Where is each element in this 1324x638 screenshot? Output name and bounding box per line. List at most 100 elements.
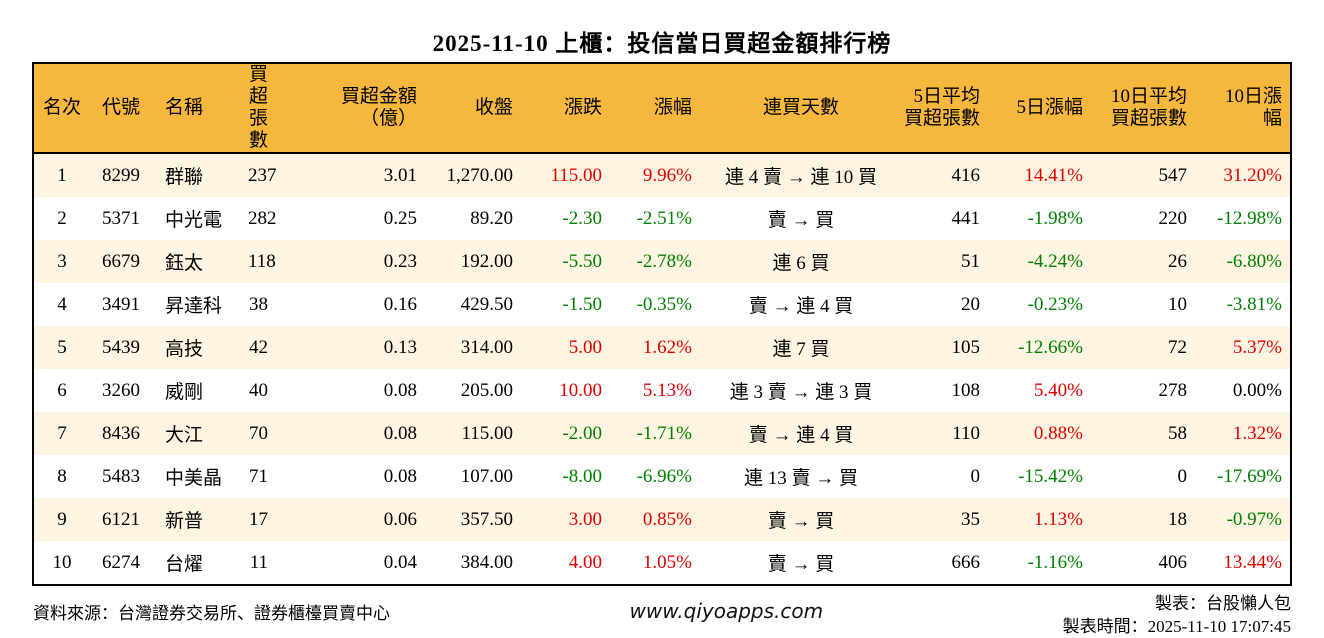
table-cell: 40 [249,379,268,401]
table-cell: -2.30 [562,207,602,229]
table-cell: 5.00 [568,336,602,358]
generated-timestamp: 製表時間：2025-11-10 17:07:45 [1062,617,1291,636]
table-cell: 3.00 [568,508,602,530]
table-cell: 3.01 [383,164,417,186]
table-cell: 1.13% [1033,508,1083,530]
table-row: 7 8436 大江 70 0.08 115.00 -2.00 -1.71% 賣 → 連 4 買 1… [33,412,1291,455]
table-cell: 18 [1168,508,1187,530]
table-cell: 1.62% [642,336,692,358]
table-cell: 賣 → 連 4 買 [748,296,854,317]
table-row: 5 5439 高技 42 0.13 314.00 5.00 1.62% 連 7 買 105 -12.… [33,326,1291,369]
table-cell: 5.40% [1033,379,1083,401]
table-cell: 3491 [102,293,140,315]
table-cell: 10 [1168,293,1187,315]
table-body: 1 8299 群聯 237 3.01 1,270.00 115.00 9.96% 連 4 賣 →… [33,153,1291,585]
column-header: 10日漲幅 [1210,63,1291,154]
table-cell: 0.06 [383,508,417,530]
table-cell: 5439 [102,336,140,358]
table-cell: 5.37% [1232,336,1282,358]
column-header: 代號 [90,63,152,154]
table-cell: 110 [952,422,980,444]
table-cell: 鈺太 [165,253,204,274]
table-cell: 0.13 [383,336,417,358]
table-cell: 8436 [102,422,140,444]
table-cell: 4.00 [568,551,602,573]
table-cell: 0 [1177,465,1188,487]
column-header: 5日漲幅 [1005,63,1110,154]
table-cell: 6274 [102,551,140,573]
table-cell: 72 [1168,336,1187,358]
ranking-table: 名次 代號 名稱 買超張數 買超金額 （億） 收盤 漲跌 漲幅 連買天數 5日平均 買超張數 5日漲幅 1… [32,62,1292,586]
table-cell: 384.00 [460,551,513,573]
column-header: 買超張數 [248,63,340,154]
table-row: 3 6679 鈺太 118 0.23 192.00 -5.50 -2.78% 連 6 買 51 -4… [33,240,1291,283]
table-cell: -4.24% [1027,250,1083,272]
table-cell: -0.97% [1226,508,1282,530]
table-cell: 1.32% [1232,422,1282,444]
table-cell: 406 [1158,551,1188,573]
table-cell: 中光電 [165,210,223,231]
table-cell: 205.00 [460,379,513,401]
table-cell: 20 [961,293,980,315]
table-cell: 666 [951,551,981,573]
table-cell: -1.71% [636,422,692,444]
table-cell: -3.81% [1226,293,1282,315]
table-cell: -6.96% [636,465,692,487]
table-cell: 5371 [102,207,140,229]
credits-block: 製表：台股懶人包 製表時間：2025-11-10 17:07:45 [1063,592,1291,638]
column-header: 名次 [33,63,90,154]
table-cell: 5.13% [642,379,692,401]
table-cell: 10.00 [559,379,602,401]
table-cell: 38 [249,293,268,315]
table-row: 10 6274 台燿 11 0.04 384.00 4.00 1.05% 賣 → 買 666 -1.… [33,541,1291,585]
table-cell: 台燿 [165,554,204,575]
table-cell: 115.00 [550,164,602,186]
table-row: 9 6121 新普 17 0.06 357.50 3.00 0.85% 賣 → 買 35 1.13%… [33,498,1291,541]
column-header: 收盤 [445,63,540,154]
table-cell: 3260 [102,379,140,401]
table-cell: 9.96% [642,164,692,186]
table-cell: 278 [1158,379,1188,401]
table-cell: 1,270.00 [446,164,514,186]
table-row: 8 5483 中美晶 71 0.08 107.00 -8.00 -6.96% 連 13 賣 → … [33,455,1291,498]
table-cell: 賣 → 連 4 買 [748,425,854,446]
table-cell: 547 [1158,164,1188,186]
table-header-row: 名次 代號 名稱 買超張數 買超金額 （億） 收盤 漲跌 漲幅 連買天數 5日平均 買超張數 5日漲幅 1… [33,63,1291,154]
table-cell: 416 [951,164,981,186]
table-cell: 0.25 [383,207,417,229]
table-cell: 8 [57,465,67,487]
table-cell: -8.00 [562,465,602,487]
website-url: www.qiyoapps.com [629,599,824,623]
table-row: 4 3491 昇達科 38 0.16 429.50 -1.50 -0.35% 賣 → 連 4 買… [33,283,1291,326]
table-cell: 441 [951,207,981,229]
table-cell: 威剛 [165,382,204,403]
table-cell: 1 [57,164,67,186]
table-cell: -1.98% [1027,207,1083,229]
table-cell: 42 [249,336,268,358]
table-cell: 51 [961,250,980,272]
table-cell: 115.00 [461,422,513,444]
table-cell: 連 3 賣 → 連 3 買 [729,382,873,403]
table-cell: 9 [57,508,67,530]
data-source-note: 資料來源：台灣證券交易所、證券櫃檯買賣中心 [33,604,390,623]
table-cell: -12.66% [1018,336,1083,358]
table-cell: 5 [57,336,67,358]
table-cell: 0 [970,465,981,487]
table-cell: 17 [249,508,268,530]
table-cell: 賣 → 買 [767,210,835,231]
table-cell: 中美晶 [165,468,223,489]
table-cell: 7 [57,422,67,444]
column-header: 5日平均 買超張數 [890,63,1005,154]
table-cell: 連 4 賣 → 連 10 買 [724,167,877,188]
table-cell: 6 [57,379,67,401]
table-cell: -12.98% [1217,207,1282,229]
column-header: 名稱 [152,63,248,154]
table-cell: 220 [1158,207,1188,229]
table-cell: 連 13 賣 → 買 [743,468,858,489]
table-cell: 8299 [102,164,140,186]
table-cell: -5.50 [562,250,602,272]
table-cell: -0.23% [1027,293,1083,315]
table-cell: 賣 → 買 [767,511,835,532]
table-cell: 105 [951,336,981,358]
table-cell: 71 [249,465,268,487]
